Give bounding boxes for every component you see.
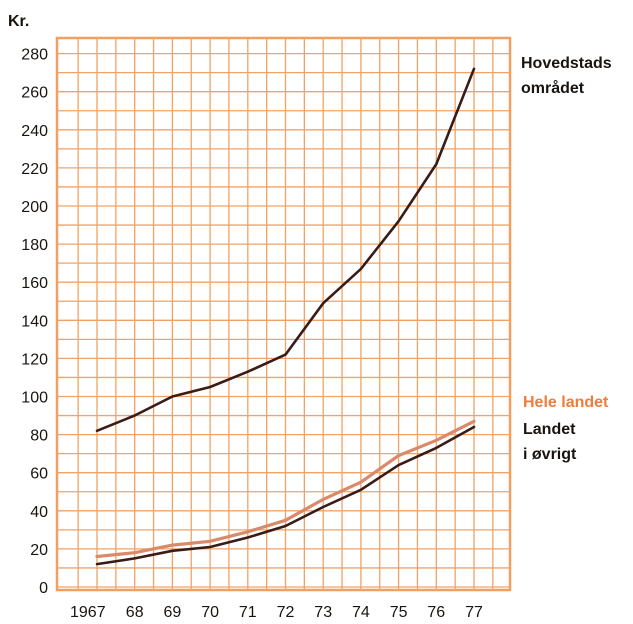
x-tick-label: 73 (314, 604, 332, 621)
chart-grid (55, 36, 512, 592)
x-tick-label: 69 (164, 604, 182, 621)
series-line-1 (95, 67, 476, 433)
y-axis-label: Kr. (8, 13, 29, 30)
y-axis: 0 20 40 60 80 100 120 140 160 180 200 220 240 260 280 (21, 47, 48, 597)
legend-label-series-3: Landet (523, 421, 576, 438)
y-tick-label: 260 (21, 85, 48, 102)
legend-label-series-2: Hele landet (523, 394, 609, 411)
y-tick-label: 140 (21, 313, 48, 330)
series-line-2 (95, 419, 476, 559)
plot-frame (55, 36, 512, 592)
y-tick-label: 0 (39, 580, 48, 597)
x-tick-label: 74 (352, 604, 370, 621)
y-tick-label: 80 (30, 428, 48, 445)
x-tick-label: 72 (277, 604, 295, 621)
y-tick-label: 20 (30, 542, 48, 559)
x-tick-label: 77 (465, 604, 483, 621)
legend-label-series-1: Hovedstads (521, 55, 612, 72)
x-axis: 1967 68 69 70 71 72 73 74 75 76 77 (70, 604, 483, 621)
series-line-3 (95, 425, 476, 566)
y-tick-label: 180 (21, 237, 48, 254)
x-tick-label: 1967 (70, 604, 106, 621)
x-tick-label: 68 (126, 604, 144, 621)
y-tick-label: 60 (30, 466, 48, 483)
legend-label-series-3: i øvrigt (523, 446, 577, 463)
y-tick-label: 100 (21, 390, 48, 407)
x-tick-label: 70 (201, 604, 219, 621)
x-tick-label: 76 (427, 604, 445, 621)
y-tick-label: 200 (21, 199, 48, 216)
y-tick-label: 160 (21, 275, 48, 292)
x-tick-label: 75 (390, 604, 408, 621)
y-tick-label: 40 (30, 504, 48, 521)
y-tick-label: 280 (21, 47, 48, 64)
legend: Hovedstads området Hele landet Landet i øvri… (521, 55, 612, 463)
legend-label-series-1: området (521, 79, 585, 97)
series-lines (95, 67, 476, 566)
y-tick-label: 120 (21, 351, 48, 368)
y-tick-label: 240 (21, 123, 48, 140)
x-tick-label: 71 (239, 604, 257, 621)
y-tick-label: 220 (21, 161, 48, 178)
